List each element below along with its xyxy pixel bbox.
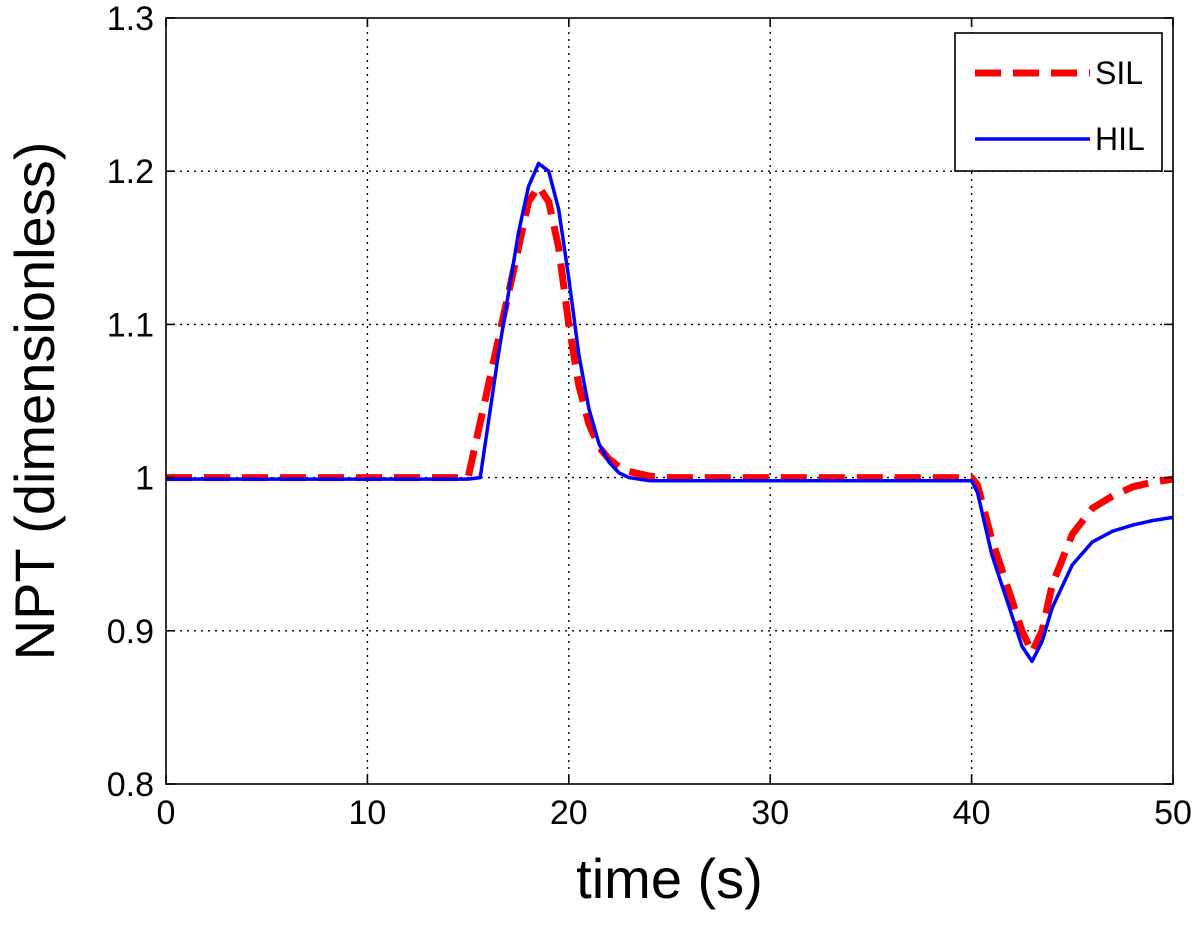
y-tick-label: 1.2 xyxy=(107,153,154,191)
x-tick-label: 30 xyxy=(751,794,789,832)
y-tick-label: 1 xyxy=(135,460,154,498)
y-tick-label: 0.9 xyxy=(107,613,154,651)
y-axis-label: NPT (dimensionless) xyxy=(3,142,66,661)
legend-label-sil: SIL xyxy=(1095,55,1143,91)
series-lines xyxy=(166,161,1174,664)
legend-box xyxy=(954,32,1163,172)
x-tick-label: 10 xyxy=(348,794,386,832)
x-axis-label: time (s) xyxy=(576,847,763,910)
x-tick-label: 50 xyxy=(1154,794,1192,832)
axes-frame xyxy=(165,17,1174,785)
series-line-sil xyxy=(166,183,1174,656)
x-tick-label: 20 xyxy=(550,794,588,832)
legend: SIL HIL xyxy=(954,32,1163,172)
x-tick-label: 40 xyxy=(953,794,991,832)
axis-ticks: 0 10 20 30 40 50 0.8 0.9 1 1.1 1.2 1.3 xyxy=(107,0,1192,832)
series-line-hil xyxy=(166,161,1174,664)
y-tick-label: 0.8 xyxy=(107,766,154,804)
legend-label-hil: HIL xyxy=(1095,121,1145,157)
y-tick-label: 1.1 xyxy=(107,306,154,344)
y-tick-label: 1.3 xyxy=(107,0,154,38)
x-tick-label: 0 xyxy=(157,794,176,832)
